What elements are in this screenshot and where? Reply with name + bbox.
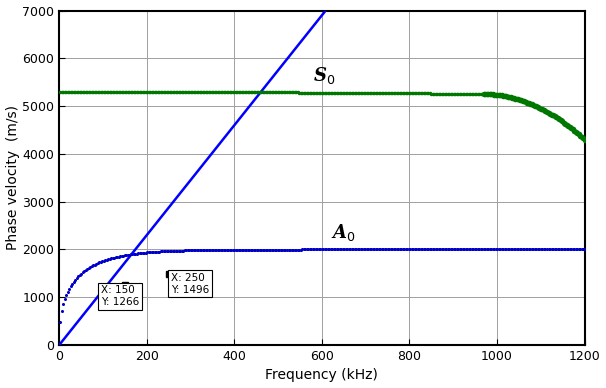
Text: X: 250
Y: 1496: X: 250 Y: 1496 [171, 273, 209, 294]
Text: X: 150
Y: 1266: X: 150 Y: 1266 [101, 286, 139, 307]
Text: S$_0$: S$_0$ [313, 64, 336, 86]
Y-axis label: Phase velocity  (m/s): Phase velocity (m/s) [5, 105, 19, 250]
X-axis label: Frequency (kHz): Frequency (kHz) [265, 369, 378, 383]
Text: A$_0$: A$_0$ [331, 222, 355, 243]
